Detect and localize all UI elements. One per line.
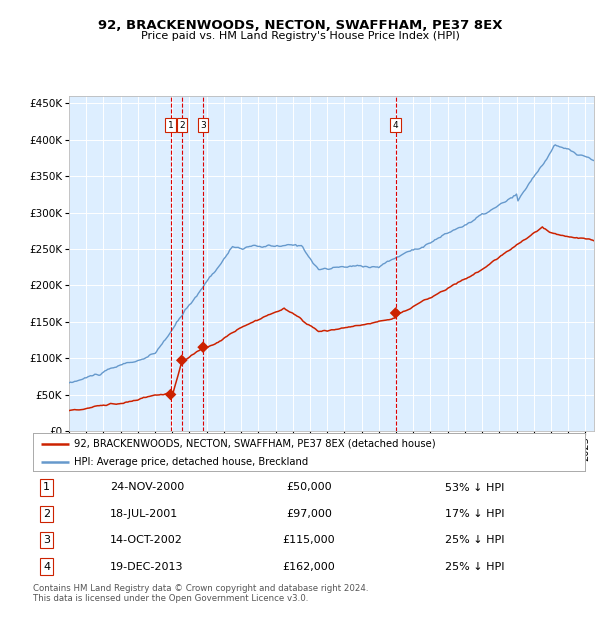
Text: 92, BRACKENWOODS, NECTON, SWAFFHAM, PE37 8EX: 92, BRACKENWOODS, NECTON, SWAFFHAM, PE37… bbox=[98, 19, 502, 32]
Text: 25% ↓ HPI: 25% ↓ HPI bbox=[445, 535, 505, 545]
Text: Price paid vs. HM Land Registry's House Price Index (HPI): Price paid vs. HM Land Registry's House … bbox=[140, 31, 460, 41]
Text: 53% ↓ HPI: 53% ↓ HPI bbox=[445, 482, 504, 492]
Text: 19-DEC-2013: 19-DEC-2013 bbox=[110, 562, 184, 572]
Point bbox=[177, 355, 187, 365]
Text: 14-OCT-2002: 14-OCT-2002 bbox=[110, 535, 183, 545]
Point bbox=[391, 308, 400, 318]
Text: 4: 4 bbox=[393, 121, 398, 130]
Text: £162,000: £162,000 bbox=[283, 562, 335, 572]
Text: 18-JUL-2001: 18-JUL-2001 bbox=[110, 509, 179, 519]
Text: 17% ↓ HPI: 17% ↓ HPI bbox=[445, 509, 505, 519]
Text: 3: 3 bbox=[43, 535, 50, 545]
Text: HPI: Average price, detached house, Breckland: HPI: Average price, detached house, Brec… bbox=[74, 456, 308, 467]
Text: £115,000: £115,000 bbox=[283, 535, 335, 545]
Text: 92, BRACKENWOODS, NECTON, SWAFFHAM, PE37 8EX (detached house): 92, BRACKENWOODS, NECTON, SWAFFHAM, PE37… bbox=[74, 438, 436, 448]
Text: 3: 3 bbox=[200, 121, 206, 130]
Text: 1: 1 bbox=[167, 121, 173, 130]
Point bbox=[166, 389, 175, 399]
Text: £97,000: £97,000 bbox=[286, 509, 332, 519]
Text: 4: 4 bbox=[43, 562, 50, 572]
Text: 2: 2 bbox=[179, 121, 185, 130]
Text: 1: 1 bbox=[43, 482, 50, 492]
Text: Contains HM Land Registry data © Crown copyright and database right 2024.
This d: Contains HM Land Registry data © Crown c… bbox=[33, 584, 368, 603]
Point bbox=[198, 342, 208, 352]
Text: £50,000: £50,000 bbox=[286, 482, 332, 492]
Text: 24-NOV-2000: 24-NOV-2000 bbox=[110, 482, 185, 492]
Text: 2: 2 bbox=[43, 509, 50, 519]
Text: 25% ↓ HPI: 25% ↓ HPI bbox=[445, 562, 505, 572]
